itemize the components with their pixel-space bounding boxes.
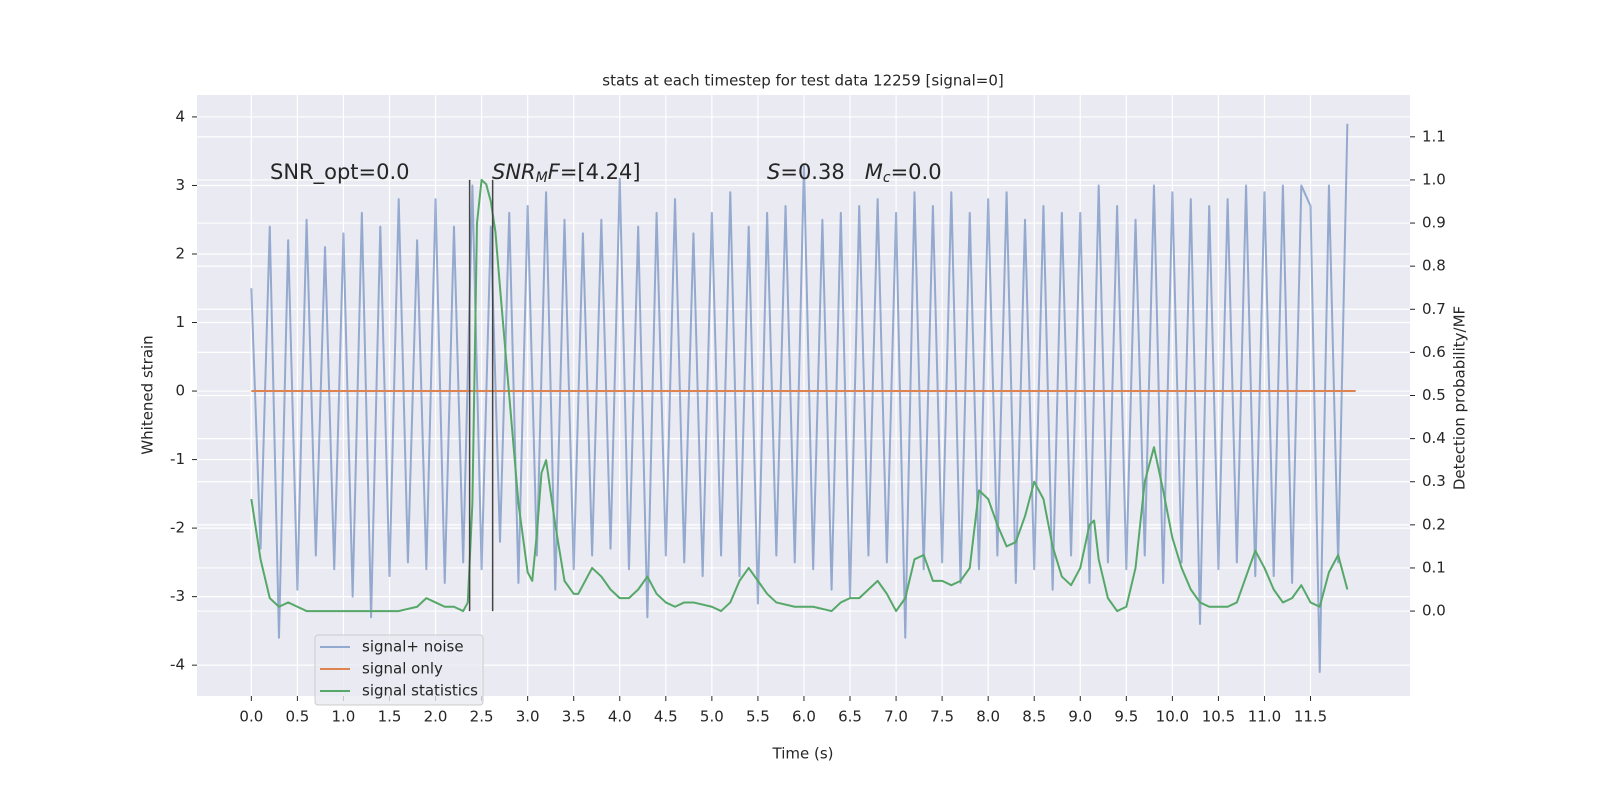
x-tick-label: 9.0 <box>1068 708 1092 726</box>
x-tick-label: 6.0 <box>792 708 816 726</box>
chart-title: stats at each timestep for test data 122… <box>602 72 1003 90</box>
y2-tick-label: 0.4 <box>1422 429 1446 447</box>
x-tick-label: 6.5 <box>838 708 862 726</box>
x-tick-label: 11.5 <box>1294 708 1327 726</box>
x-tick-label: 1.5 <box>378 708 402 726</box>
x-tick-label: 5.0 <box>700 708 724 726</box>
annotation-part: M <box>865 160 883 184</box>
annotation: S=0.38 Mc=0.0 <box>767 160 942 186</box>
annotation-part: c <box>883 170 891 186</box>
x-tick-label: 10.0 <box>1156 708 1189 726</box>
y-tick-label: 1 <box>175 313 185 331</box>
y2-tick-label: 0.3 <box>1422 472 1446 490</box>
y-tick-label: 3 <box>175 176 185 194</box>
legend-label: signal statistics <box>362 682 478 700</box>
y-tick-label: -2 <box>170 519 185 537</box>
y2-tick-label: 0.7 <box>1422 300 1446 318</box>
y-tick-label: -3 <box>170 587 185 605</box>
x-tick-label: 4.5 <box>654 708 678 726</box>
series-line <box>250 123 1349 674</box>
x-tick-label: 11.0 <box>1248 708 1281 726</box>
y2-tick-label: 0.0 <box>1422 602 1446 620</box>
x-tick-label: 10.5 <box>1202 708 1235 726</box>
annotation-part: M <box>536 170 548 186</box>
annotation-part: =0.38 <box>780 160 864 184</box>
y2-tick-label: 0.8 <box>1422 257 1446 275</box>
x-tick-label: 3.0 <box>516 708 540 726</box>
y2-tick-label: 0.6 <box>1422 343 1446 361</box>
x-tick-label: 4.0 <box>608 708 632 726</box>
y-tick-label: -4 <box>170 656 185 674</box>
annotation-part: S <box>767 160 780 184</box>
y2-tick-label: 0.5 <box>1422 386 1446 404</box>
annotation-part: =0.0 <box>891 160 942 184</box>
annotation-part: SNR <box>492 160 536 184</box>
legend-label: signal+ noise <box>362 638 464 656</box>
legend-label: signal only <box>362 660 443 678</box>
x-axis-label: Time (s) <box>772 745 834 763</box>
y2-tick-label: 1.1 <box>1422 127 1446 145</box>
x-tick-label: 2.5 <box>470 708 494 726</box>
y-axis-label: Whitened strain <box>139 335 157 454</box>
annotation: SNR_opt=0.0 <box>270 160 410 185</box>
x-tick-label: 2.0 <box>424 708 448 726</box>
plot-data <box>250 123 1356 674</box>
x-tick-label: 7.0 <box>884 708 908 726</box>
x-tick-label: 5.5 <box>746 708 770 726</box>
y-tick-label: 4 <box>175 107 185 125</box>
annotation-part: =[4.24] <box>560 160 641 184</box>
x-tick-label: 1.0 <box>332 708 356 726</box>
y-tick-label: 0 <box>175 382 185 400</box>
annotation-part: F <box>548 160 561 184</box>
y-tick-label: -1 <box>170 450 185 468</box>
y2-tick-label: 0.2 <box>1422 515 1446 533</box>
x-tick-label: 3.5 <box>562 708 586 726</box>
x-tick-label: 8.5 <box>1022 708 1046 726</box>
y2-tick-label: 0.9 <box>1422 214 1446 232</box>
y2-tick-label: 1.0 <box>1422 170 1446 188</box>
y2-tick-label: 0.1 <box>1422 558 1446 576</box>
annotation-part: SNR_opt=0.0 <box>270 160 410 185</box>
annotation: SNRMF=[4.24] <box>492 160 641 186</box>
x-tick-label: 0.0 <box>239 708 263 726</box>
series-line <box>250 178 1349 613</box>
x-tick-label: 9.5 <box>1114 708 1138 726</box>
x-tick-label: 7.5 <box>930 708 954 726</box>
y-tick-label: 2 <box>175 244 185 262</box>
x-tick-label: 0.5 <box>285 708 309 726</box>
legend: signal+ noise signal only signal statistic… <box>314 634 484 706</box>
x-tick-label: 8.0 <box>976 708 1000 726</box>
y2-axis-label: Detection probability/MF <box>1451 306 1469 490</box>
legend-box <box>314 634 484 706</box>
